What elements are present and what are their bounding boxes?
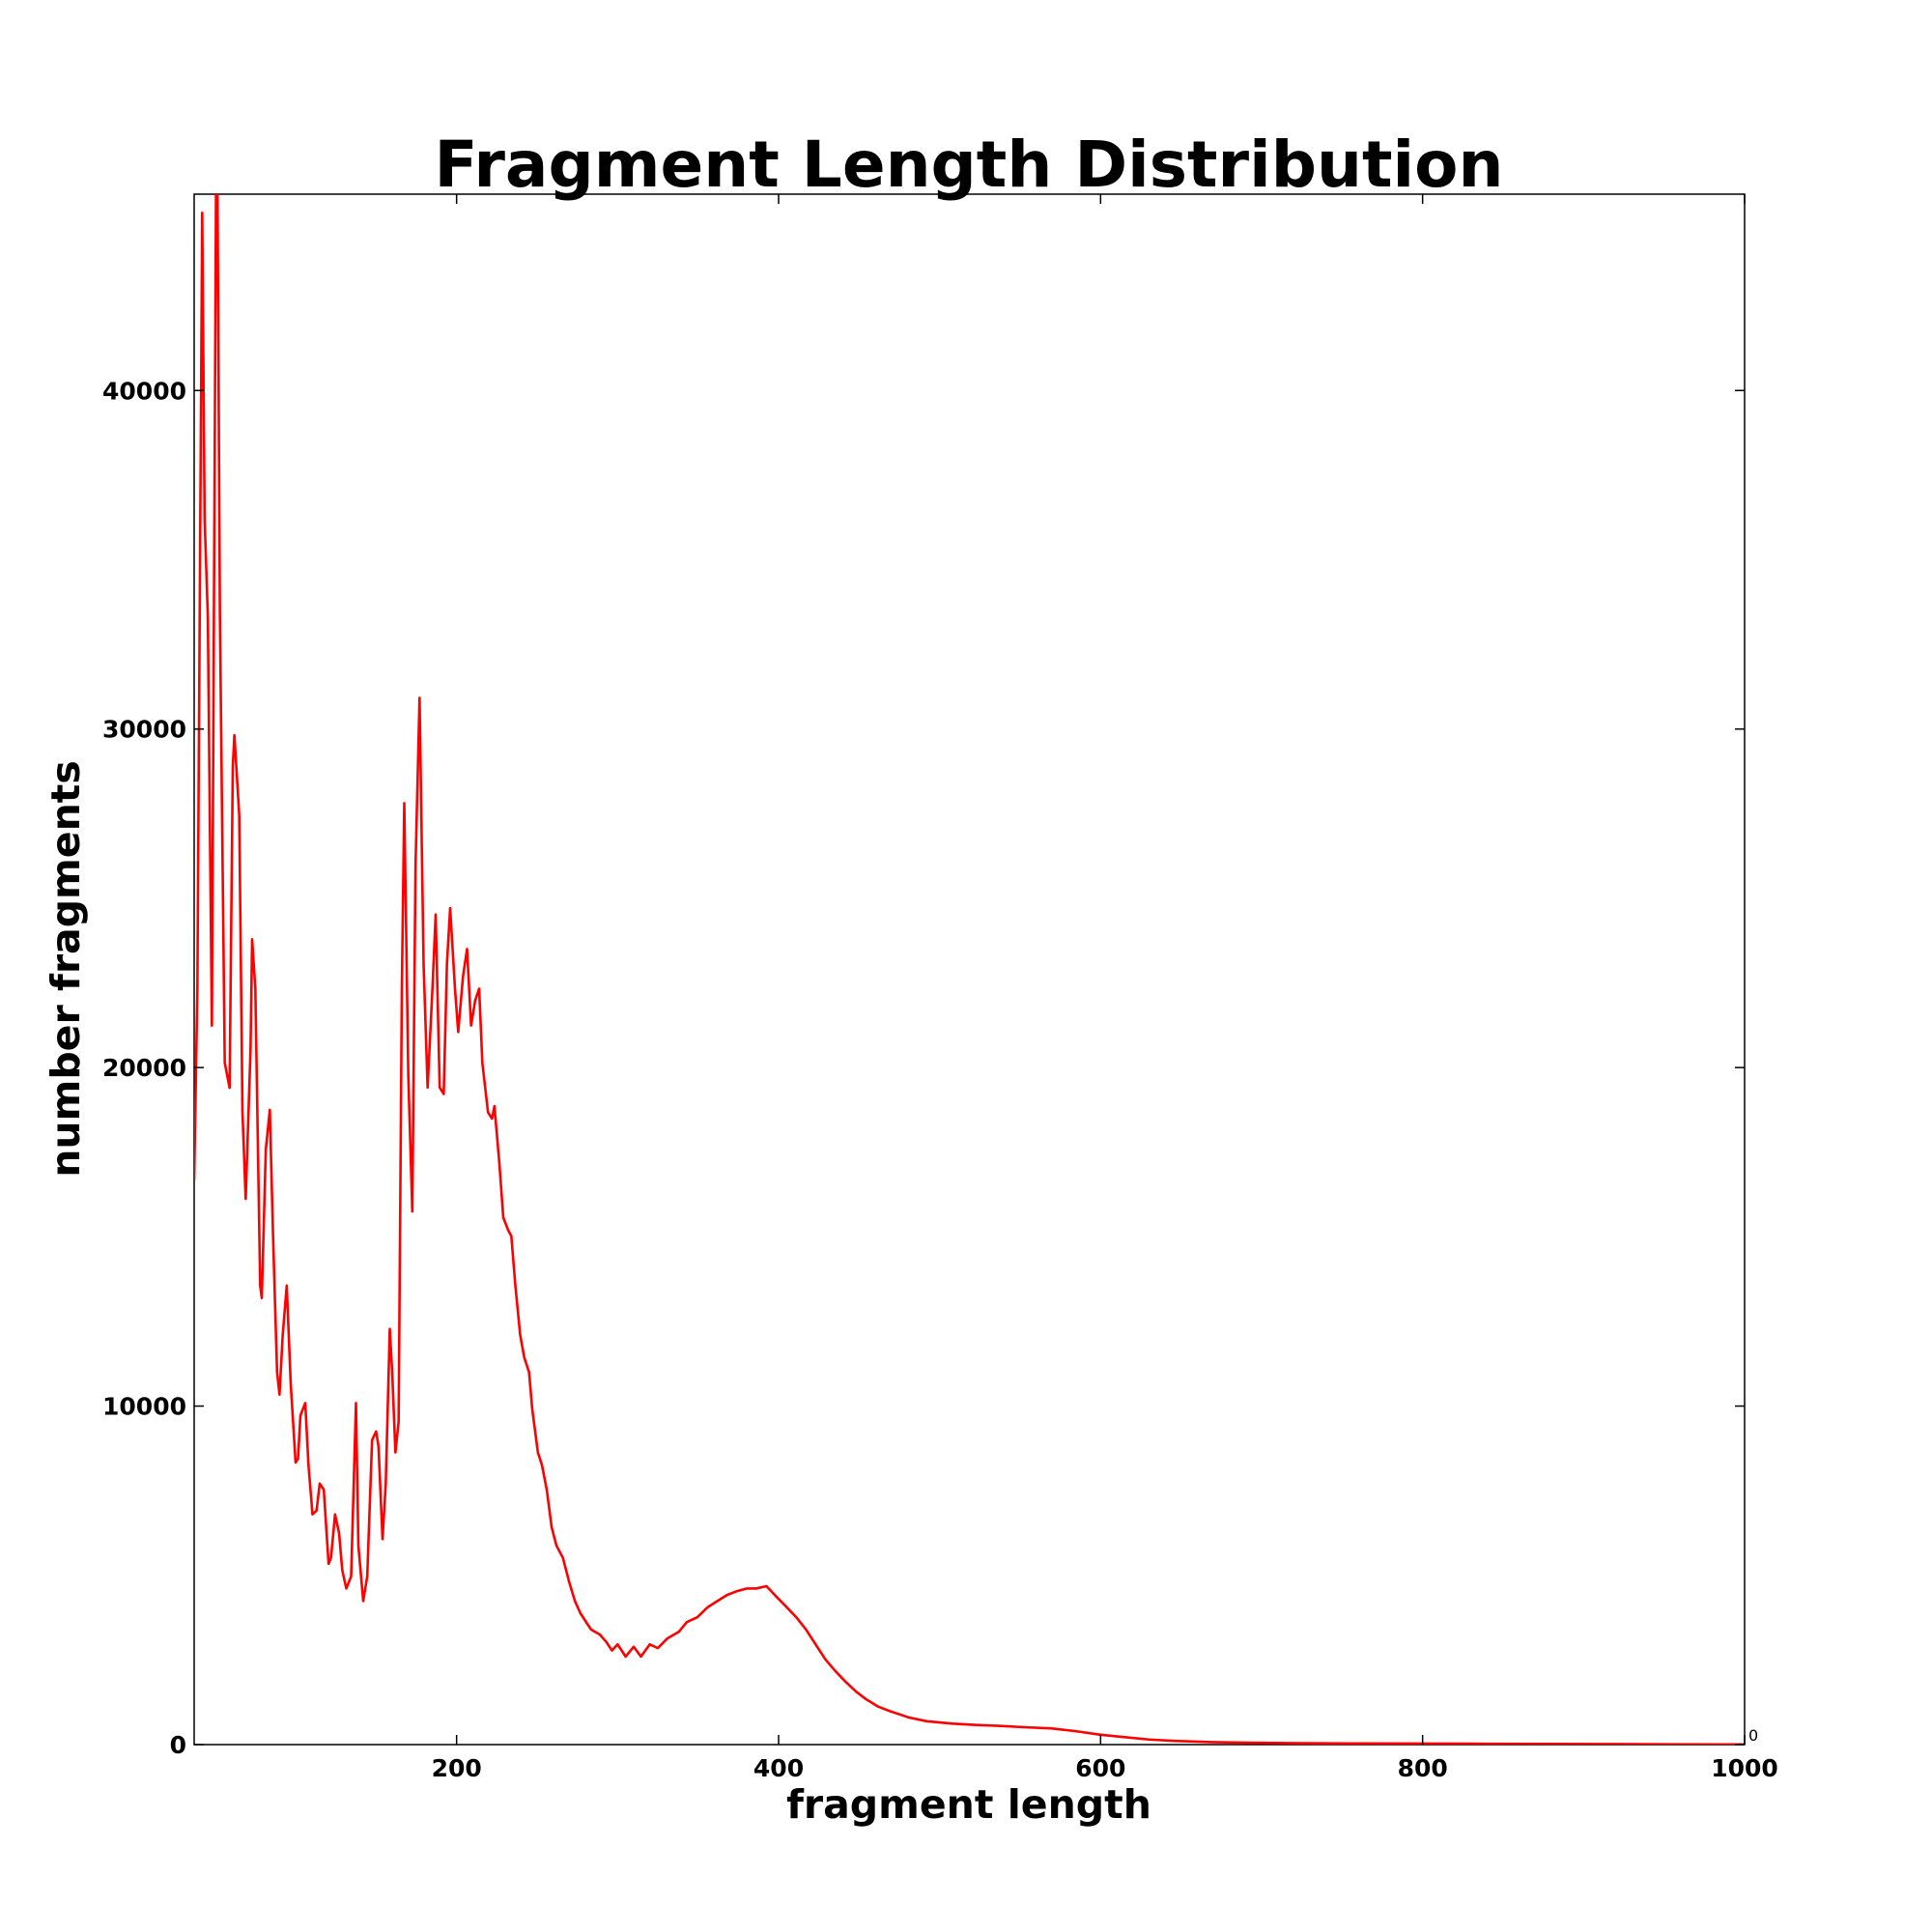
x-tick-label: 400 xyxy=(753,1754,804,1782)
x-tick-label: 1000 xyxy=(1711,1754,1778,1782)
x-tick-label: 600 xyxy=(1075,1754,1125,1782)
plot-area xyxy=(194,194,1745,1745)
y-tick-label: 0 xyxy=(170,1731,186,1759)
y-tick-label: 10000 xyxy=(102,1393,186,1421)
x-tick-label: 200 xyxy=(432,1754,482,1782)
y-axis-label: number fragments xyxy=(43,760,89,1178)
data-line xyxy=(194,194,1745,1745)
x-tick-label: 800 xyxy=(1398,1754,1448,1782)
y-tick-label: 20000 xyxy=(102,1054,186,1082)
chart-title: Fragment Length Distribution xyxy=(435,128,1504,202)
y-tick-label: 30000 xyxy=(102,716,186,744)
x-axis-label: fragment length xyxy=(786,1781,1151,1828)
right-axis-label: 0 xyxy=(1748,1726,1758,1745)
y-tick-label: 40000 xyxy=(102,377,186,405)
plot-frame xyxy=(193,193,1746,1746)
